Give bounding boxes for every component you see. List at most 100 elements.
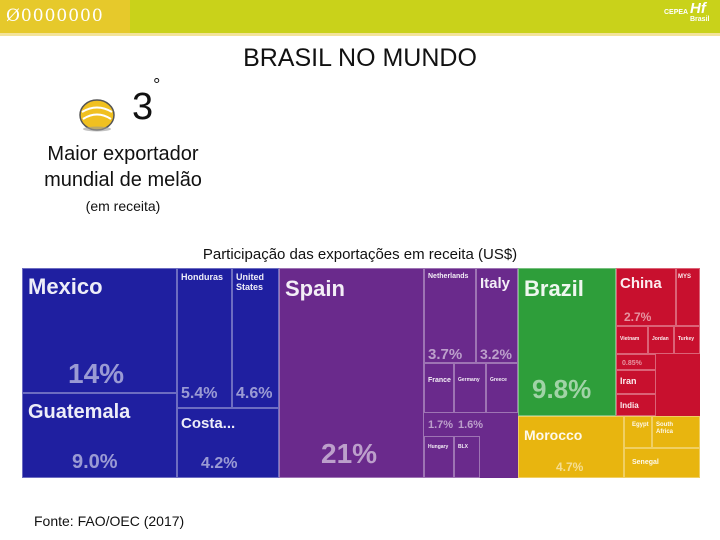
tile-label: Netherlands — [428, 273, 469, 280]
tile-rect — [232, 268, 279, 408]
tile-spain: Spain 21% — [279, 268, 424, 478]
tile-rect — [518, 268, 616, 416]
tile-honduras: Honduras 5.4% — [177, 268, 232, 408]
tile-label: Jordan — [652, 336, 669, 342]
tile-rect — [486, 363, 518, 413]
tile-morocco: Morocco 4.7% — [518, 416, 624, 478]
tile-rect — [22, 393, 177, 478]
tile-brazil: Brazil 9.8% — [518, 268, 616, 416]
slide-title-text: BRASIL NO MUNDO — [243, 44, 477, 72]
tile-mys: MYS — [676, 268, 700, 326]
tile-rect — [279, 268, 424, 478]
tile-label: Turkey — [678, 336, 694, 342]
tile-value: 9.0% — [72, 451, 118, 473]
cepea-logo: CEPEA — [664, 9, 689, 16]
slide-title: BRASIL NO MUNDO — [0, 44, 720, 73]
tile-south-africa: South Africa — [652, 416, 700, 448]
tile-label: United States — [236, 272, 264, 292]
tile-united-states: United States 4.6% — [232, 268, 279, 408]
tile-rect — [454, 363, 486, 413]
tile-value: 9.8% — [532, 374, 591, 404]
tile-value: 5.4% — [181, 385, 217, 402]
tile-label: Guatemala — [28, 401, 131, 423]
tile-rect — [476, 268, 518, 363]
tile-value: 4.2% — [201, 455, 237, 472]
tile-value: 0.85% — [622, 360, 643, 367]
region-americas — [22, 268, 279, 478]
tile-0-85: 0.85% — [616, 354, 656, 370]
tile-value: 21% — [321, 438, 377, 469]
tile-egypt: Egypt — [624, 416, 652, 448]
tile-rect — [177, 268, 232, 408]
tile-label: Greece — [490, 377, 507, 383]
tile-senegal: Senegal — [624, 448, 700, 478]
tile-rect — [616, 354, 656, 370]
tile-value: 3.2% — [480, 346, 512, 362]
tile-label: Iran — [620, 376, 637, 386]
header-decoration: Ø0000000 — [6, 6, 104, 26]
tile-label: Morocco — [524, 427, 582, 443]
tile-label: MYS — [678, 274, 691, 280]
tile-netherlands: Netherlands 3.7% — [424, 268, 476, 363]
tile-rect — [177, 408, 279, 478]
tile-greece: Greece — [486, 363, 518, 413]
tile-value: 14% — [68, 358, 124, 389]
tile-china: China 2.7% — [616, 268, 676, 326]
tile-hungary: Hungary — [424, 436, 454, 478]
tile-rect — [674, 326, 700, 354]
source-note: Fonte: FAO/OEC (2017) — [34, 513, 185, 529]
treemap-chart: Mexico 14% Guatemala 9.0% Honduras 5.4% United… — [22, 268, 700, 478]
tile-france: France 1.7% — [424, 363, 454, 431]
tile-costa: Costa... 4.2% — [177, 408, 279, 478]
chart-title: Participação das exportações em receita … — [202, 246, 518, 263]
tile-rect — [616, 326, 648, 354]
tile-value: 2.7% — [624, 310, 652, 324]
tile-rect — [616, 370, 656, 394]
tile-label: South Africa — [656, 422, 674, 435]
tile-rect — [616, 268, 676, 326]
tile-rect — [424, 363, 454, 413]
tile-label: Germany — [458, 377, 480, 383]
tile-label: Costa... — [181, 415, 235, 432]
tile-rect — [424, 436, 454, 478]
tile-rect — [518, 416, 624, 478]
tile-label: Honduras — [181, 272, 223, 282]
tile-rect — [616, 394, 656, 416]
tile-rect — [454, 436, 480, 478]
tile-label: Italy — [480, 275, 511, 292]
tile-jordan: Jordan — [648, 326, 674, 354]
description-line-1: Maior exportador — [47, 143, 199, 165]
hf-logo-sub: Brasil — [690, 16, 710, 23]
tile-mexico: Mexico 14% — [22, 268, 177, 393]
tile-rect — [424, 268, 476, 363]
tile-blx: BLX — [454, 436, 480, 478]
tile-label: Hungary — [428, 444, 449, 450]
header-divider — [0, 33, 720, 36]
tile-value: 3.7% — [428, 346, 462, 363]
rank-number: 3° — [132, 75, 160, 129]
tile-value: 4.6% — [236, 385, 272, 402]
region-south-america — [518, 268, 616, 416]
tile-rect — [652, 416, 700, 448]
tile-value: 1.6% — [458, 419, 483, 431]
hf-brasil-logo: Hf Brasil — [690, 0, 710, 24]
description-line-2: mundial de melão — [44, 169, 202, 191]
hf-logo-main: Hf — [690, 0, 706, 17]
tile-label: BLX — [458, 444, 469, 450]
tile-iran: Iran — [616, 370, 656, 394]
rank-value: 3 — [132, 86, 154, 128]
tile-rect — [22, 268, 177, 393]
tile-italy: Italy 3.2% — [476, 268, 518, 363]
rank-description: Maior exportador mundial de melão — [20, 141, 226, 193]
tile-india: India — [616, 394, 656, 416]
tile-rect — [676, 268, 700, 326]
tile-rect — [624, 448, 700, 478]
tile-label: India — [620, 401, 639, 410]
tile-rect — [648, 326, 674, 354]
tile-label: Mexico — [28, 274, 103, 299]
tile-label: Vietnam — [620, 336, 640, 342]
description-note: (em receita) — [85, 198, 161, 214]
tile-value: 4.7% — [556, 460, 584, 474]
tile-turkey: Turkey — [674, 326, 700, 354]
header-bar: Ø0000000 CEPEA Hf Brasil — [0, 0, 720, 33]
